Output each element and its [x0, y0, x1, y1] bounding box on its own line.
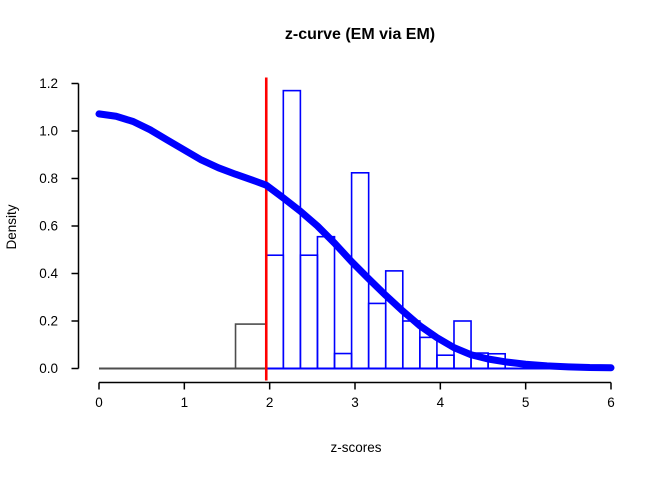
significant-bar — [367, 302, 387, 370]
y-tick-label: 1.2 — [39, 76, 58, 91]
x-tick-label: 2 — [266, 395, 274, 410]
density-curve — [95, 110, 615, 372]
y-tick-label: 0.6 — [39, 219, 58, 234]
significant-bar — [316, 235, 336, 370]
x-tick-label: 5 — [522, 395, 530, 410]
significant-bar — [299, 254, 319, 370]
x-tick-label: 1 — [181, 395, 189, 410]
y-tick-label: 0.2 — [39, 314, 58, 329]
x-tick-label: 3 — [351, 395, 359, 410]
x-axis: 0 1 2 3 4 5 6 — [95, 381, 615, 410]
significant-bar — [333, 352, 353, 370]
y-tick-label: 0.4 — [39, 266, 58, 281]
significant-bar — [350, 172, 370, 370]
significant-bar — [419, 336, 438, 370]
y-tick-label: 0.8 — [39, 171, 58, 186]
chart-title: z-curve (EM via EM) — [285, 26, 435, 43]
y-axis: 0.0 0.2 0.4 0.6 0.8 1.0 1.2 — [39, 76, 80, 376]
y-axis-label: Density — [4, 204, 19, 249]
significant-bar — [453, 320, 472, 370]
y-tick-label: 0.0 — [39, 361, 58, 376]
significant-bar — [265, 254, 285, 370]
x-tick-label: 0 — [95, 395, 103, 410]
significant-bar — [436, 354, 455, 370]
x-tick-label: 4 — [437, 395, 445, 410]
significant-bar — [282, 89, 302, 370]
significant-bar — [384, 270, 404, 370]
y-tick-label: 1.0 — [39, 124, 58, 139]
histogram-nonsignificant — [99, 323, 268, 370]
x-tick-label: 6 — [607, 395, 615, 410]
x-axis-label: z-scores — [330, 440, 381, 455]
nonsignificant-bar — [234, 323, 268, 370]
